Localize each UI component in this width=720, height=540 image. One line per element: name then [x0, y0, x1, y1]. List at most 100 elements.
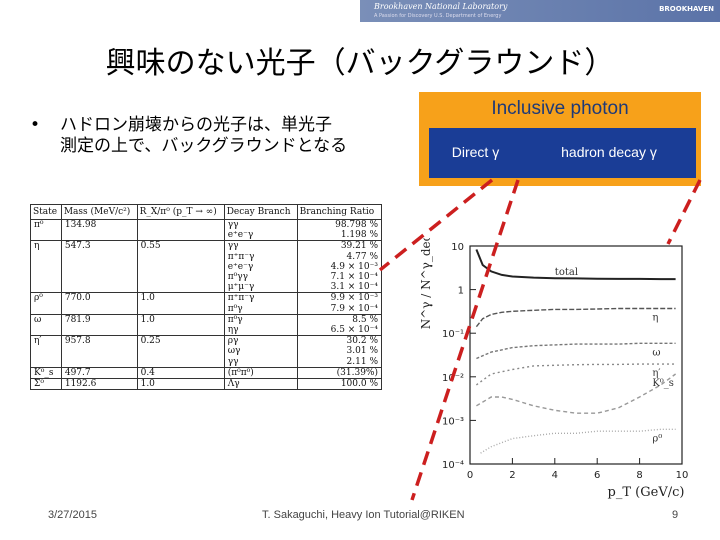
table-row: π⁺π⁻γ 4.77 % [30, 251, 383, 262]
cell-branch: γγ [223, 219, 298, 231]
cell-ratio [136, 251, 225, 262]
inclusive-photon-label: Inclusive photon [491, 98, 629, 119]
series-line-5 [480, 428, 676, 454]
cell-mass [60, 282, 138, 293]
series-line-4 [476, 373, 677, 414]
header-mass: Mass (MeV/c²) [60, 204, 138, 220]
cell-ratio [136, 261, 225, 273]
cell-mass [60, 303, 138, 315]
cell-branch: e⁺e⁻γ [223, 261, 298, 273]
cell-mass: 497.7 [60, 366, 138, 379]
x-tick-label: 0 [467, 470, 473, 481]
table-header-row: State Mass (MeV/c²) R_X/π⁰ (p_T → ∞) Dec… [30, 204, 383, 220]
cell-br: (31.39%) [296, 366, 383, 379]
direct-photon-label: Direct γ [451, 144, 500, 160]
cell-state [30, 325, 62, 336]
cell-ratio: 1.0 [136, 378, 225, 391]
series-label: total [555, 267, 578, 278]
cell-br: 3.01 % [296, 346, 383, 357]
photon-ratio-chart: 0 2 4 6 8 10 10 1 10⁻¹ 10⁻² 10⁻³ 10⁻⁴ total η ω η′K⁰_s ρ… [419, 238, 689, 500]
cell-branch: π⁺π⁻γ [223, 292, 298, 304]
cell-state [30, 303, 62, 315]
cell-mass: 781.9 [60, 313, 138, 326]
table-row: μ⁺μ⁻γ 3.1 × 10⁻⁴ [30, 282, 383, 293]
cell-mass: 957.8 [60, 335, 138, 347]
cell-mass [60, 261, 138, 273]
cell-mass: 770.0 [60, 292, 138, 304]
decay-photon-label: hadron decay γ [561, 144, 657, 160]
table-row: ω 781.9 1.0 π⁰γ 8.5 % [30, 313, 383, 326]
footer-author: T. Sakaguchi, Heavy Ion Tutorial@RIKEN [262, 509, 465, 521]
x-tick-label: 6 [594, 470, 600, 481]
brookhaven-logo: BROOKHAVEN [659, 5, 714, 13]
cell-ratio [136, 325, 225, 336]
cell-state [30, 272, 62, 283]
connector-decay-right [666, 179, 702, 245]
cell-mass [60, 251, 138, 262]
cell-branch: ργ [223, 335, 298, 347]
series-line-1 [475, 307, 676, 328]
cell-br: 2.11 % [296, 356, 383, 368]
table-row: Σ⁰ 1192.6 1.0 Λγ 100.0 % [30, 378, 383, 391]
x-axis-label: p_T (GeV/c) [608, 485, 685, 500]
cell-branch: π⁰γ [223, 313, 298, 326]
cell-state: ω [30, 313, 62, 326]
table-row: π⁰γγ 7.1 × 10⁻⁴ [30, 272, 383, 283]
cell-state [30, 346, 62, 357]
series-label: η [652, 313, 658, 324]
cell-ratio: 1.0 [136, 313, 225, 326]
cell-mass [60, 325, 138, 336]
table-row: e⁺e⁻γ 1.198 % [30, 230, 383, 241]
cell-branch: γγ [223, 356, 298, 368]
table-row: η 547.3 0.55 γγ 39.21 % [30, 240, 383, 252]
cell-br: 4.77 % [296, 251, 383, 262]
cell-mass [60, 272, 138, 283]
cell-br: 8.5 % [296, 313, 383, 326]
header-banner: Brookhaven National Laboratory A Passion… [360, 0, 720, 22]
slide-title: 興味のない光子（バックグラウンド） [105, 46, 615, 81]
cell-br: 1.198 % [296, 230, 383, 241]
page-number: 9 [672, 509, 679, 521]
y-tick-label: 10⁻¹ [442, 329, 464, 340]
cell-ratio [136, 356, 225, 368]
table-row: η′ 957.8 0.25 ργ 30.2 % [30, 335, 383, 347]
table-row: π⁰ 134.98 γγ 98.798 % [30, 219, 383, 231]
series-line-2 [476, 342, 676, 360]
cell-branch: e⁺e⁻γ [223, 230, 298, 241]
y-tick-label: 10⁻³ [442, 416, 464, 427]
cell-branch: ωγ [223, 346, 298, 357]
cell-branch: Λγ [223, 378, 298, 391]
cell-state [30, 230, 62, 241]
cell-branch: π⁰γ [223, 303, 298, 315]
bullet-icon: • [30, 115, 41, 135]
cell-state: Σ⁰ [30, 378, 62, 391]
cell-branch: (π⁰π⁰) [223, 366, 298, 379]
cell-state: π⁰ [30, 219, 62, 231]
table-row: ωγ 3.01 % [30, 346, 383, 357]
cell-state: η [30, 240, 62, 252]
y-tick-label: 10 [451, 242, 464, 253]
cell-ratio: 0.4 [136, 366, 225, 379]
cell-ratio [136, 303, 225, 315]
cell-branch: π⁰γγ [223, 272, 298, 283]
header-decay-branch: Decay Branch [223, 204, 298, 220]
cell-ratio: 1.0 [136, 292, 225, 304]
cell-ratio: 0.55 [136, 240, 225, 252]
cell-mass [60, 230, 138, 241]
cell-mass: 1192.6 [60, 378, 138, 391]
series-line-3 [475, 363, 676, 386]
cell-br: 98.798 % [296, 219, 383, 231]
x-tick-label: 10 [676, 470, 689, 481]
cell-br: 6.5 × 10⁻⁴ [296, 325, 383, 336]
cell-state [30, 261, 62, 273]
cell-mass: 134.98 [60, 219, 138, 231]
y-axis-label: N^γ / N^γ_decay [419, 238, 433, 329]
header-state: State [30, 204, 62, 220]
decay-photon-box: hadron decay γ [522, 128, 696, 178]
cell-state [30, 251, 62, 262]
cell-ratio [136, 346, 225, 357]
series-label: ρ⁰ [652, 433, 662, 444]
cell-br: 100.0 % [296, 378, 383, 391]
cell-ratio: 0.25 [136, 335, 225, 347]
footer-date: 3/27/2015 [48, 509, 97, 521]
